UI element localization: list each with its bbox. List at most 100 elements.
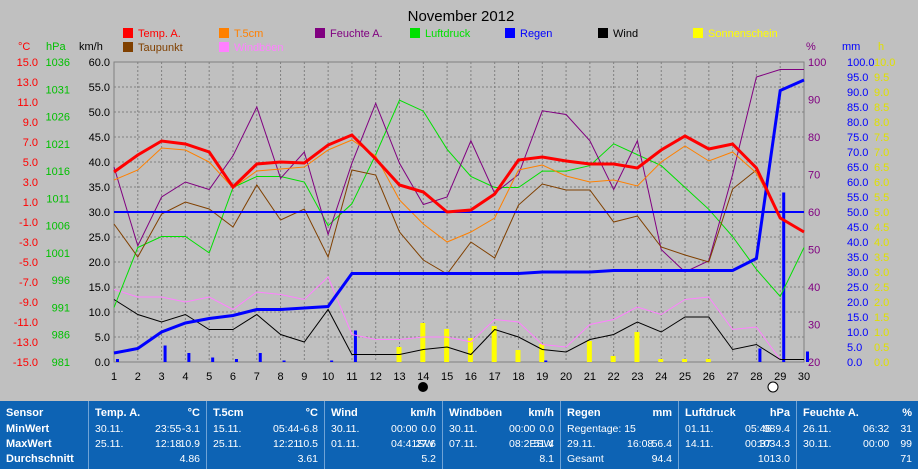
temp-axis-tick: -7.0 [19,277,38,289]
temp-axis-tick: -13.0 [13,337,38,349]
x-tick-day: 12 [370,371,382,383]
daily-rain-bar [163,345,167,362]
rain-axis-tick: 95.0 [847,72,868,84]
sunshine-axis-tick: 8.0 [874,117,889,129]
legend-swatch [315,28,325,38]
wind-gust-line [113,276,804,360]
stats-min-row: 30.11. 00:00 0.0 [449,423,554,436]
temp-axis-tick: 13.0 [17,77,38,89]
stats-time: 12:18 [155,438,182,450]
stats-min-row: 30.11. 00:00 0.0 [331,423,436,436]
wind-axis-tick: 5.0 [95,332,110,344]
dewpoint-line [113,169,757,275]
stats-column-title: Windböen [449,407,503,419]
rain-axis-tick: 35.0 [847,252,868,264]
stats-value: 71 [900,453,912,465]
rain-axis-tick: 60.0 [847,177,868,189]
sunshine-bar [610,356,616,362]
rain-axis-tick: 85.0 [847,102,868,114]
stats-date: 30.11. [449,423,478,435]
temp-axis-tick: -9.0 [19,297,38,309]
x-tick-day: 10 [322,371,334,383]
stats-value: 99 [900,438,912,450]
rain-axis-unit: mm [842,41,860,53]
rain-axis-tick: 80.0 [847,117,868,129]
pressure-axis-tick: 1031 [46,84,70,96]
stats-date: 30.11. [331,423,360,435]
rain-axis-tick: 20.0 [847,297,868,309]
rain-axis-tick: 25.0 [847,282,868,294]
stats-column-title: Wind [331,407,358,419]
stats-min-row: 26.11. 06:32 31 [803,423,912,436]
stats-column-title: T.5cm [213,407,244,419]
daily-rain-bar [211,357,215,362]
humidity-axis-tick: 20 [808,357,820,369]
x-tick-day: 30 [798,371,810,383]
x-tick-day: 1 [111,371,117,383]
sunshine-bar [420,323,426,362]
temp-axis-tick: -1.0 [19,217,38,229]
wind-axis-tick: 15.0 [89,282,110,294]
rain-axis-tick: 65.0 [847,162,868,174]
daily-rain-bar [353,330,357,362]
sunshine-axis-tick: 1.5 [874,312,889,324]
temperature-line [113,133,805,234]
stats-time: 16:08 [627,438,654,450]
pressure-axis-tick: 986 [52,330,70,342]
temp-axis-tick: 9.0 [23,117,38,129]
sunshine-axis-tick: 5.0 [874,207,889,219]
stats-column-unit: km/h [410,407,436,419]
wind-axis-tick: 40.0 [89,157,110,169]
pressure-axis-tick: 991 [52,302,70,314]
stats-time: 05:45 [745,423,772,435]
wind-axis-tick: 35.0 [89,182,110,194]
daily-rain-bar [116,359,119,362]
sunshine-axis-tick: 8.5 [874,102,889,114]
rain-axis-tick: 5.0 [847,342,862,354]
stats-column-unit: °C [305,407,318,419]
sunshine-axis-tick: 4.0 [874,237,889,249]
wind-axis-tick: 0.0 [95,357,110,369]
pressure-axis-tick: 1001 [46,248,70,260]
x-tick-day: 26 [703,371,715,383]
stats-date: 01.11. [685,423,714,435]
x-tick-day: 7 [254,371,260,383]
sunshine-axis-tick: 7.5 [874,132,889,144]
stats-min-row: 01.11. 05:45 989.4 [685,423,790,436]
stats-time: 05:44 [273,423,300,435]
sunshine-axis-tick: 2.5 [874,282,889,294]
stats-date: Gesamt [567,453,604,465]
stats-date: 07.11. [449,438,478,450]
pressure-axis-tick: 981 [52,357,70,369]
stats-time: 04:41SW [391,438,435,450]
x-tick-day: 15 [441,371,453,383]
x-tick-day: 18 [512,371,524,383]
temp-axis-tick: -11.0 [14,317,38,329]
stats-time: 00:00 [509,423,536,435]
stats-value: 3.61 [297,453,318,465]
humidity-axis-tick: 50 [808,245,820,257]
rain-axis-tick: 90.0 [847,87,868,99]
stats-value: 8.1 [539,453,554,465]
pressure-axis-tick: 1016 [46,166,70,178]
temp-axis-tick: 5.0 [23,157,38,169]
full-moon-icon [767,381,779,393]
sunshine-bar [586,341,592,362]
sunshine-bar [515,350,521,362]
stats-date: 30.11. [803,438,832,450]
temp-axis-tick: 11.0 [17,97,38,109]
legend-label: Wind [613,28,638,40]
sunshine-bar [705,359,711,362]
row-label-sensor: Sensor [6,407,44,419]
rain-axis-tick: 30.0 [847,267,868,279]
stats-time: 00:37 [745,438,772,450]
x-tick-day: 29 [774,371,786,383]
sunshine-axis-tick: 0.0 [874,357,889,369]
stats-column-title: Temp. A. [95,407,141,419]
pressure-line [113,99,805,308]
rain-axis-tick: 75.0 [847,132,868,144]
legend-label: Luftdruck [425,28,471,40]
stats-value: 0.0 [421,423,436,435]
sunshine-axis-tick: 0.5 [874,342,889,354]
stats-avg-row: 71 [803,453,912,466]
